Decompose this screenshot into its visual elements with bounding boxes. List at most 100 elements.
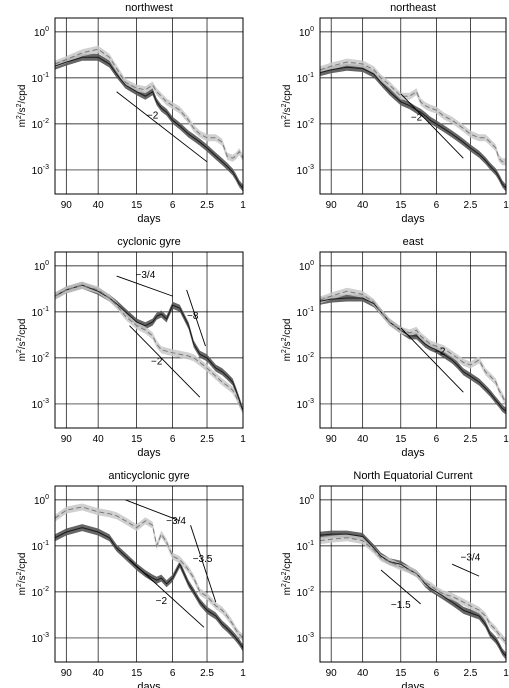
y-axis-label: m2/s2/cpd xyxy=(16,85,28,128)
panel-3: −2 east 90 40 15 6 2.5 1 days 10-3 10-2 10-1 100 m2/s… xyxy=(281,236,509,459)
series-line-0 xyxy=(54,56,244,189)
x-tick-label-0: 90 xyxy=(326,434,338,445)
x-tick-label-0: 90 xyxy=(326,200,338,211)
y-tick-label-2: 10-1 xyxy=(297,540,314,553)
slope-line-0 xyxy=(116,91,208,163)
y-tick-label-2: 10-1 xyxy=(297,306,314,319)
slope-line-0 xyxy=(451,563,480,577)
x-tick-label-0: 90 xyxy=(326,668,338,679)
series-band-0 xyxy=(55,524,243,652)
slope-line-0 xyxy=(116,275,173,297)
plot-frame xyxy=(319,485,507,663)
slope-line-2 xyxy=(129,325,201,398)
panel-1: −2 northeast 90 40 15 6 2.5 1 days 10-3 10-2 10-1 10… xyxy=(281,2,509,225)
x-tick-label-1: 40 xyxy=(93,668,105,679)
slope-line-0 xyxy=(400,327,464,393)
slope-label-1: −1.5 xyxy=(391,600,411,611)
y-tick-label-1: 10-2 xyxy=(32,352,49,365)
y-tick-label-1: 10-2 xyxy=(32,586,49,599)
y-tick-label-3: 100 xyxy=(299,260,314,273)
x-tick-label-5: 1 xyxy=(240,200,246,211)
y-tick-label-3: 100 xyxy=(299,494,314,507)
slope-label-0: −3/4 xyxy=(166,516,186,527)
series-line-1 xyxy=(319,290,507,405)
series-band-0 xyxy=(320,63,506,192)
y-tick-label-1: 10-2 xyxy=(297,586,314,599)
y-tick-label-3: 100 xyxy=(34,494,49,507)
x-tick-label-3: 6 xyxy=(170,200,176,211)
panel-5: −3/4 −1.5 North Equatorial Current 90 40 15 6 2… xyxy=(281,470,509,688)
x-tick-label-4: 2.5 xyxy=(463,200,477,211)
slope-label-1: −3.5 xyxy=(193,554,213,565)
panel-0: −2 northwest 90 40 15 6 2.5 1 days 10-3 10-2 10-1 10… xyxy=(16,2,246,225)
x-tick-label-4: 2.5 xyxy=(200,434,214,445)
y-tick-label-2: 10-1 xyxy=(32,306,49,319)
y-tick-label-3: 100 xyxy=(34,26,49,39)
x-tick-label-3: 6 xyxy=(434,200,440,211)
y-tick-label-1: 10-2 xyxy=(297,352,314,365)
series-line-0 xyxy=(319,533,507,657)
slope-label-2: −2 xyxy=(151,356,163,367)
y-tick-label-0: 10-3 xyxy=(32,398,49,411)
series-band-0 xyxy=(55,53,243,192)
slope-label-2: −2 xyxy=(156,596,168,607)
series-line-1 xyxy=(319,61,506,163)
y-tick-label-0: 10-3 xyxy=(297,632,314,645)
x-axis-label: days xyxy=(401,447,425,459)
y-axis-label: m2/s2/cpd xyxy=(281,85,293,128)
y-tick-label-0: 10-3 xyxy=(297,398,314,411)
x-axis-label: days xyxy=(137,213,161,225)
panel-title: east xyxy=(403,236,424,248)
x-tick-label-5: 1 xyxy=(240,668,246,679)
x-tick-label-4: 2.5 xyxy=(463,668,477,679)
slope-label-0: −2 xyxy=(434,346,446,357)
x-tick-label-0: 90 xyxy=(61,668,73,679)
x-tick-label-5: 1 xyxy=(240,434,246,445)
y-tick-label-0: 10-3 xyxy=(297,164,314,177)
x-tick-label-1: 40 xyxy=(93,434,105,445)
panel-title: anticyclonic gyre xyxy=(108,470,189,482)
y-axis-label: m2/s2/cpd xyxy=(281,553,293,596)
slope-line-0 xyxy=(400,93,464,159)
y-axis-label: m2/s2/cpd xyxy=(16,319,28,362)
slope-label-0: −3/4 xyxy=(461,553,481,564)
x-tick-label-5: 1 xyxy=(503,200,509,211)
x-axis-label: days xyxy=(137,681,161,688)
x-tick-label-2: 15 xyxy=(395,200,407,211)
y-tick-label-2: 10-1 xyxy=(32,72,49,85)
x-tick-label-2: 15 xyxy=(395,434,407,445)
x-tick-label-3: 6 xyxy=(434,668,440,679)
x-tick-label-4: 2.5 xyxy=(200,200,214,211)
slope-line-1 xyxy=(380,569,421,605)
x-tick-label-1: 40 xyxy=(357,434,369,445)
series-band-1 xyxy=(55,281,243,415)
plot-frame xyxy=(319,17,507,195)
series-band-1 xyxy=(55,45,243,162)
plot-frame xyxy=(319,251,507,429)
x-tick-label-4: 2.5 xyxy=(200,668,214,679)
x-tick-label-5: 1 xyxy=(503,434,509,445)
panel-2: −3/4 −8 −2 cyclonic gyre 90 40 15 6 2.5 1 days 10-3… xyxy=(16,236,246,459)
x-tick-label-1: 40 xyxy=(93,200,105,211)
series-line-1 xyxy=(319,537,507,643)
series-band-0 xyxy=(320,294,506,415)
series-line-0 xyxy=(54,527,244,649)
x-tick-label-0: 90 xyxy=(61,200,73,211)
plot-frame xyxy=(54,17,244,195)
slope-label-0: −2 xyxy=(411,112,423,123)
x-axis-label: days xyxy=(401,681,425,688)
panel-title: cyclonic gyre xyxy=(117,236,181,248)
x-tick-label-3: 6 xyxy=(170,668,176,679)
x-tick-label-4: 2.5 xyxy=(463,434,477,445)
slope-label-1: −8 xyxy=(187,311,199,322)
series-line-1 xyxy=(54,506,244,639)
series-line-0 xyxy=(54,284,244,412)
series-band-1 xyxy=(320,287,506,408)
x-axis-label: days xyxy=(401,213,425,225)
x-tick-label-3: 6 xyxy=(434,434,440,445)
series-line-0 xyxy=(319,297,507,412)
y-tick-label-3: 100 xyxy=(299,26,314,39)
slope-label-0: −3/4 xyxy=(136,270,156,281)
y-tick-label-0: 10-3 xyxy=(32,632,49,645)
